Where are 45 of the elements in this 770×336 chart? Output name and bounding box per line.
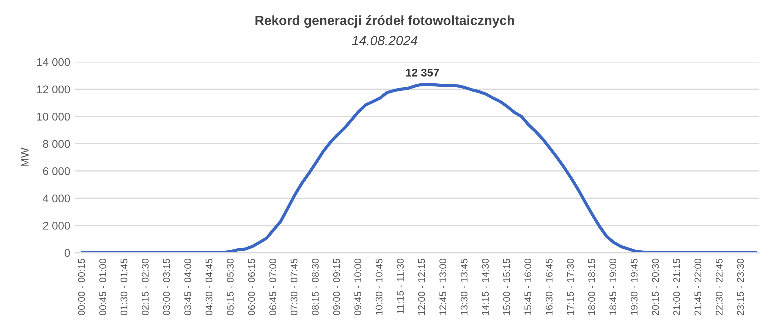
x-tick-label: 19:30 - 19:45 (630, 258, 638, 316)
x-tick-label: 18:00 - 18:15 (588, 258, 596, 316)
y-tick-label: 12 000 (37, 86, 70, 94)
x-tick-label: 20:15 - 20:30 (652, 258, 660, 316)
y-tick-label: 14 000 (37, 58, 70, 66)
x-tick-label: 18:45 - 19:00 (610, 258, 617, 316)
x-tick-label: 06:45 - 07:00 (270, 258, 276, 316)
x-tick-label: 16:30 - 16:45 (546, 258, 553, 316)
y-tick-label: 2 000 (43, 222, 70, 230)
y-tick-label: 6 000 (43, 167, 70, 176)
x-tick-label: 00:45 - 01:00 (100, 258, 106, 316)
x-tick-label: 23:15 - 23:30 (737, 258, 744, 316)
data-label: 12 357 (406, 68, 440, 77)
x-tick-label: 04:30 - 04:45 (206, 258, 213, 316)
y-tick-label: 4 000 (43, 194, 70, 203)
x-tick-label: 12:00 - 12:15 (418, 258, 426, 316)
x-tick-label: 02:15 - 02:30 (142, 258, 149, 316)
x-tick-label: 12:45 - 13:00 (440, 258, 447, 316)
y-axis-title: MW (21, 148, 29, 167)
line-series (81, 83, 758, 254)
x-tick-label: 15:45 - 16:00 (524, 258, 532, 316)
x-tick-label: 09:45 - 10:00 (354, 258, 362, 316)
chart-title: Rekord generacji źródeł fotowoltaicznych (256, 16, 514, 28)
x-tick-label: 21:00 - 21:15 (673, 258, 680, 316)
x-tick-label: 08:15 - 08:30 (312, 258, 319, 316)
x-tick-label: 05:15 - 05:30 (227, 258, 234, 316)
x-tick-label: 15:00 - 15:15 (503, 258, 510, 316)
x-tick-label: 01:30 - 01:45 (120, 258, 128, 316)
x-tick-label: 14:15 - 14:30 (482, 258, 490, 316)
x-tick-label: 11:15 - 11:30 (397, 258, 404, 314)
x-tick-label: 00:00 - 00:15 (78, 258, 86, 316)
x-tick-label: 13:30 - 13:45 (460, 258, 468, 316)
x-tick-label: 03:00 - 03:15 (163, 258, 170, 316)
y-tick-label: 8 000 (43, 140, 70, 148)
x-tick-label: 22:30 - 22:45 (716, 258, 723, 316)
x-tick-label: 06:00 - 06:15 (248, 258, 256, 316)
y-tick-label: 0 (64, 249, 70, 258)
x-tick-label: 03:45 - 04:00 (184, 258, 192, 316)
x-tick-label: 09:00 - 09:15 (333, 258, 340, 316)
x-tick-label: 21:45 - 22:00 (694, 258, 702, 316)
x-tick-label: 10:30 - 10:45 (376, 258, 383, 316)
x-tick-label: 07:30 - 07:45 (290, 258, 298, 316)
x-tick-label: 17:15 - 17:30 (567, 258, 574, 316)
chart-subtitle: 14.08.2024 (352, 36, 418, 46)
y-tick-label: 10 000 (37, 112, 70, 121)
